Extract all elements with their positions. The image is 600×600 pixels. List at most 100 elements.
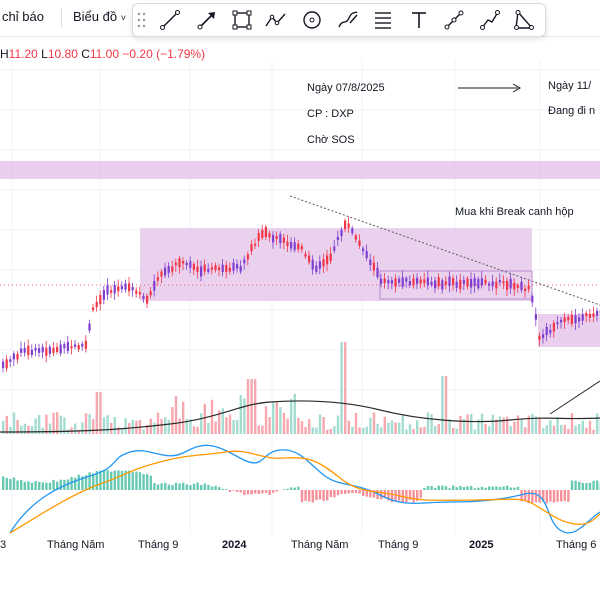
volume-bar xyxy=(95,392,98,434)
volume-bar xyxy=(408,424,412,434)
macd-histogram-bar xyxy=(542,490,545,502)
macd-histogram-bar xyxy=(128,470,131,490)
volume-bar xyxy=(542,428,545,434)
volume-bar xyxy=(290,398,293,434)
right-arrow-head xyxy=(512,83,522,93)
chart-menu-button[interactable]: Biểu đồ ˅ xyxy=(73,9,126,24)
indicators-button[interactable]: chỉ báo xyxy=(2,9,44,24)
candle-body xyxy=(405,278,408,282)
macd-histogram-bar xyxy=(92,473,95,490)
volume-bar xyxy=(77,429,80,434)
candle-body xyxy=(250,244,253,252)
volume-bar xyxy=(311,427,314,434)
volume-bar xyxy=(369,417,372,434)
volume-bar xyxy=(34,418,37,434)
candle-body xyxy=(59,344,62,354)
candle-body xyxy=(570,314,573,324)
rectangle-tool[interactable] xyxy=(229,7,255,33)
text-tool[interactable] xyxy=(406,7,432,33)
volume-bar xyxy=(387,422,390,434)
volume-bar xyxy=(203,403,206,434)
volume-bar xyxy=(488,426,491,434)
volume-bar xyxy=(419,427,422,434)
macd-histogram-bar xyxy=(77,474,80,490)
candle-body xyxy=(556,322,559,325)
volume-bar xyxy=(272,402,275,434)
volume-bar xyxy=(189,419,192,434)
zigzag-icon xyxy=(265,13,286,27)
volume-bar xyxy=(347,420,350,434)
candle-body xyxy=(236,264,239,269)
candle-body xyxy=(77,345,80,350)
volume-bar xyxy=(524,427,527,434)
candle-body xyxy=(419,279,422,284)
candle-body xyxy=(322,259,325,267)
volume-bar xyxy=(318,414,322,434)
macd-histogram-bar xyxy=(84,475,88,490)
candle-body xyxy=(207,268,210,272)
volume-bar xyxy=(52,412,55,434)
drag-handle-icon[interactable] xyxy=(137,12,147,28)
macd-histogram-bar xyxy=(20,480,23,490)
trend-line-tool[interactable] xyxy=(157,7,183,33)
macd-histogram-bar xyxy=(207,484,210,490)
macd-histogram-bar xyxy=(380,490,383,500)
macd-histogram-bar xyxy=(38,481,41,490)
candle-body xyxy=(347,223,350,228)
candle-body xyxy=(477,278,480,289)
candle-body xyxy=(286,241,289,247)
candle-body xyxy=(596,310,599,316)
path-tool[interactable] xyxy=(477,7,503,33)
macd-histogram-bar xyxy=(455,487,458,490)
candle-body xyxy=(387,280,390,284)
macd-histogram-bar xyxy=(200,484,203,490)
candle-body xyxy=(113,285,116,294)
macd-histogram-bar xyxy=(153,483,156,490)
volume-bar xyxy=(365,426,368,434)
macd-histogram-bar xyxy=(5,477,8,490)
circle-tool[interactable] xyxy=(299,7,325,33)
volume-bar xyxy=(27,425,30,434)
candle-body xyxy=(261,229,264,238)
macd-histogram-bar xyxy=(246,490,250,495)
macd-histogram-bar xyxy=(570,480,574,490)
volume-bar xyxy=(545,425,548,434)
macd-histogram-bar xyxy=(513,487,516,490)
macd-histogram-bar xyxy=(462,486,466,490)
candle-body xyxy=(290,242,293,249)
price-chart[interactable] xyxy=(0,36,600,600)
volume-bar xyxy=(243,398,246,434)
zigzag-tool[interactable] xyxy=(263,7,289,33)
candle-body xyxy=(462,279,465,284)
candle-body xyxy=(380,279,383,284)
macd-histogram-bar xyxy=(329,490,332,498)
fib-lines-tool[interactable] xyxy=(370,7,396,33)
candle-body xyxy=(300,246,303,250)
parallel-channel-tool[interactable] xyxy=(441,7,467,33)
volume-bar xyxy=(214,421,217,434)
macd-histogram-bar xyxy=(466,486,469,490)
candle-body xyxy=(124,283,127,290)
volume-bar xyxy=(156,412,160,434)
macd-histogram-bar xyxy=(552,490,556,503)
candle-body xyxy=(228,267,231,272)
candle-body xyxy=(264,226,267,237)
drawing-toolbox xyxy=(132,3,546,37)
volume-bar xyxy=(192,426,196,434)
candle-body xyxy=(426,277,429,286)
triangle-tool[interactable] xyxy=(511,7,537,33)
candle-body xyxy=(545,326,548,336)
macd-histogram-bar xyxy=(336,490,340,496)
candle-body xyxy=(574,315,577,324)
brush-tool[interactable] xyxy=(335,7,361,33)
macd-histogram-bar xyxy=(243,490,246,496)
candle-body xyxy=(254,243,257,246)
volume-bar xyxy=(268,417,271,434)
macd-histogram-bar xyxy=(524,490,527,501)
candle-body xyxy=(164,267,167,276)
x-tick-label: Tháng 6 xyxy=(556,539,597,551)
macd-histogram-bar xyxy=(430,486,433,490)
candle-body xyxy=(257,232,260,241)
volume-bar xyxy=(560,424,563,434)
arrow-tool[interactable] xyxy=(194,7,220,33)
